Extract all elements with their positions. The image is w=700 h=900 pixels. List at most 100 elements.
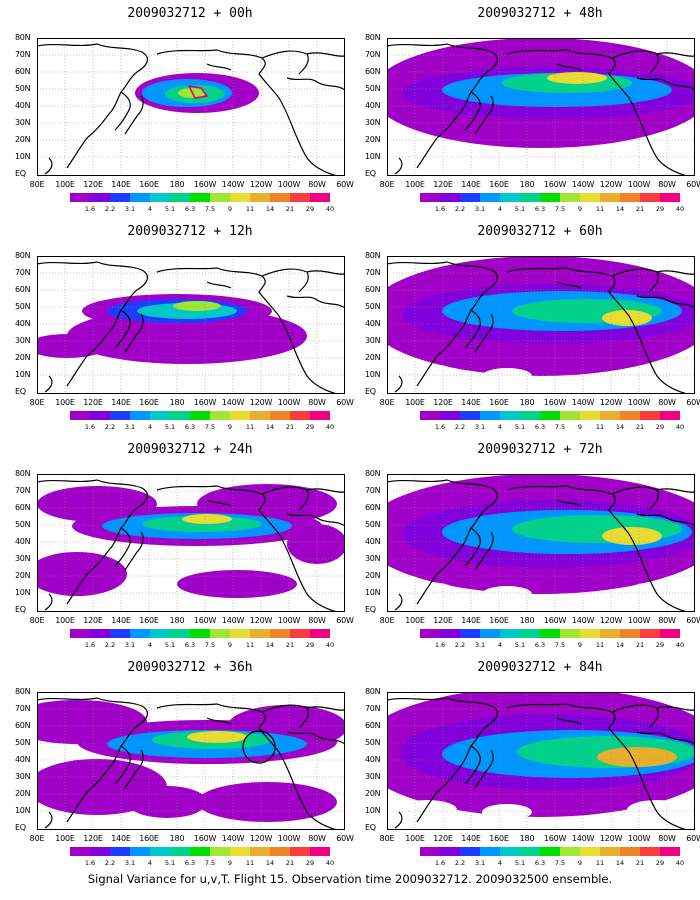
colorbar-label: 11 [245, 205, 255, 213]
colorbar-label: 40 [325, 859, 335, 867]
x-axis-label: 120W [249, 834, 273, 843]
panel-title: 2009032712 + 12h [127, 224, 253, 239]
colorbar-swatch [580, 847, 600, 856]
colorbar-label: 14 [265, 641, 275, 649]
x-axis-label: 120W [249, 180, 273, 189]
map-canvas [37, 38, 345, 176]
colorbar-label: 21 [285, 859, 295, 867]
colorbar-swatch [440, 411, 460, 420]
colorbar-swatch [440, 847, 460, 856]
colorbar-swatch [520, 629, 540, 638]
colorbar-label: 40 [675, 423, 685, 431]
y-axis-label: 40N [365, 755, 381, 764]
colorbar-swatch [270, 629, 290, 638]
colorbar-swatch [500, 629, 520, 638]
colorbar-label: 21 [635, 641, 645, 649]
colorbar-label: 1.6 [84, 423, 96, 431]
colorbar-label: 11 [595, 205, 605, 213]
x-axis-label: 100W [627, 180, 651, 189]
colorbar-label: 11 [245, 641, 255, 649]
colorbar-swatch [480, 847, 500, 856]
colorbar-swatch [150, 411, 170, 420]
colorbar-swatch [310, 847, 330, 856]
y-axis-label: 20N [365, 135, 381, 144]
colorbar-swatch [600, 193, 620, 202]
y-axis-label: 20N [365, 571, 381, 580]
signal-variance-map [37, 256, 345, 394]
colorbar-label: 7.5 [204, 859, 216, 867]
colorbar-label: 21 [635, 859, 645, 867]
y-axis-label: 20N [15, 789, 31, 798]
colorbar-label: 40 [675, 859, 685, 867]
y-axis-label: 30N [365, 336, 381, 345]
colorbar-label: 29 [305, 423, 315, 431]
colorbar-swatch [660, 411, 680, 420]
y-axis-label: 60N [15, 285, 31, 294]
colorbar-label: 4 [497, 205, 503, 213]
colorbar-swatch [560, 411, 580, 420]
x-axis-label: 140W [571, 398, 595, 407]
x-axis-label: 100E [405, 616, 425, 625]
panel-title: 2009032712 + 60h [477, 224, 603, 239]
y-axis-label: 20N [15, 135, 31, 144]
x-axis-label: 80E [379, 398, 395, 407]
colorbar [70, 411, 330, 420]
colorbar-swatch [270, 411, 290, 420]
x-axis-label: 80W [308, 616, 326, 625]
colorbar-label: 6.3 [184, 205, 196, 213]
x-axis-label: 120W [599, 834, 623, 843]
signal-variance-map [387, 692, 695, 830]
colorbar-label: 2.2 [454, 859, 466, 867]
panel-title: 2009032712 + 48h [477, 6, 603, 21]
map-panel: 2009032712 + 72h 80N 70N 60N 50N 40N 30N 20N 10N… [365, 436, 700, 654]
map-canvas [387, 692, 695, 830]
x-axis-label: 180 [519, 398, 535, 407]
colorbar-label: 6.3 [534, 641, 546, 649]
y-axis-label: 40N [15, 319, 31, 328]
x-axis-label: 120E [83, 616, 103, 625]
x-axis-label: 120W [599, 180, 623, 189]
x-axis-label: 100W [277, 180, 301, 189]
x-axis-label: 180 [169, 398, 185, 407]
colorbar-label: 11 [595, 859, 605, 867]
colorbar-label: 4 [147, 641, 153, 649]
colorbar-label: 3.1 [474, 423, 486, 431]
colorbar-label: 2.2 [104, 423, 116, 431]
y-axis-label: 40N [15, 537, 31, 546]
x-axis-label: 80E [29, 616, 45, 625]
x-axis-label: 140E [461, 616, 481, 625]
x-axis-label: 180 [519, 180, 535, 189]
colorbar-label: 4 [147, 859, 153, 867]
map-panel: 2009032712 + 12h 80N 70N 60N 50N 40N 30N 20N 10N… [15, 218, 365, 436]
x-axis-label: 120E [83, 398, 103, 407]
colorbar-swatch [130, 847, 150, 856]
x-axis-label: 80W [658, 398, 676, 407]
colorbar-swatch [230, 847, 250, 856]
colorbar-swatch [290, 193, 310, 202]
x-axis-label: 160E [139, 834, 159, 843]
x-axis-label: 100E [55, 398, 75, 407]
colorbar-label: 6.3 [534, 205, 546, 213]
colorbar-label: 21 [635, 205, 645, 213]
y-axis-label: 30N [15, 118, 31, 127]
colorbar-label: 3.1 [124, 423, 136, 431]
colorbar-label: 29 [305, 205, 315, 213]
y-axis-label: 40N [365, 101, 381, 110]
x-axis-label: 140W [221, 616, 245, 625]
y-axis-label: 50N [365, 738, 381, 747]
colorbar-label: 9 [577, 641, 583, 649]
y-axis-label: 40N [365, 319, 381, 328]
colorbar-label: 5.1 [514, 641, 526, 649]
map-canvas [387, 474, 695, 612]
x-axis-label: 140E [111, 180, 131, 189]
y-axis-label: 30N [15, 554, 31, 563]
colorbar-label: 1.6 [84, 859, 96, 867]
x-axis-label: 80E [379, 180, 395, 189]
colorbar-label: 3.1 [474, 859, 486, 867]
colorbar-label: 3.1 [474, 205, 486, 213]
colorbar-swatch [130, 629, 150, 638]
y-axis-label: EQ [15, 605, 26, 614]
y-axis-label: 50N [15, 302, 31, 311]
y-axis-label: 60N [365, 285, 381, 294]
y-axis-label: 50N [15, 84, 31, 93]
